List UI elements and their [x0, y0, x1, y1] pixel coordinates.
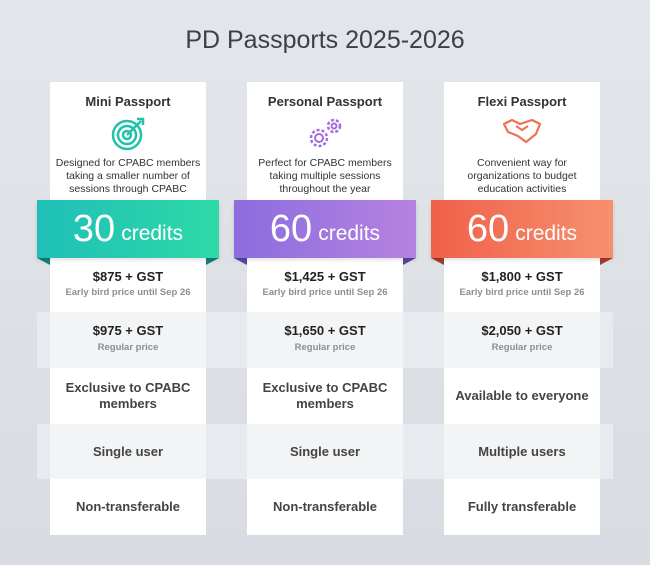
credits-number: 60: [466, 207, 510, 250]
regular-note: Regular price: [491, 342, 553, 353]
regular-price: $2,050 + GST: [481, 323, 563, 338]
plan-icon: [305, 116, 345, 152]
early-note: Early bird price until Sep 26: [65, 287, 191, 298]
card-row-shade: [50, 424, 206, 479]
credits-number: 30: [72, 207, 116, 250]
early-price: $1,425 + GST: [284, 269, 366, 284]
card-row-shade: [50, 312, 206, 368]
users: Single user: [92, 443, 164, 459]
plan-name: Mini Passport: [85, 94, 171, 109]
card-row-shade: [444, 312, 600, 368]
eligibility: Exclusive to CPABC members: [65, 380, 191, 411]
plan-name: Personal Passport: [267, 94, 383, 109]
plan-description: Convenient way for organizations to budg…: [467, 157, 577, 195]
users: Multiple users: [478, 443, 566, 459]
transferability: Fully transferable: [467, 499, 577, 514]
plan-description: Designed for CPABC members taking a smal…: [55, 157, 201, 195]
credits-unit: credits: [121, 222, 184, 245]
early-note: Early bird price until Sep 26: [262, 287, 388, 298]
early-price: $1,800 + GST: [481, 269, 563, 284]
credits-number: 60: [269, 207, 313, 250]
credits-ribbon: 60 credits: [431, 200, 613, 258]
regular-note: Regular price: [294, 342, 356, 353]
plan-name: Flexi Passport: [477, 94, 567, 109]
card-row-shade: [247, 312, 403, 368]
early-note: Early bird price until Sep 26: [459, 287, 585, 298]
transferability: Non-transferable: [272, 499, 378, 514]
users: Single user: [289, 443, 361, 459]
regular-note: Regular price: [97, 342, 159, 353]
regular-price: $975 + GST: [92, 323, 164, 338]
eligibility: Exclusive to CPABC members: [262, 380, 388, 411]
credits-unit: credits: [318, 222, 381, 245]
page-title: PD Passports 2025-2026: [185, 26, 465, 54]
credits-unit: credits: [515, 222, 578, 245]
ribbon-fold: [37, 258, 219, 265]
transferability: Non-transferable: [75, 499, 181, 514]
regular-price: $1,650 + GST: [284, 323, 366, 338]
ribbon-fold: [234, 258, 416, 265]
card-row-shade: [444, 424, 600, 479]
plan-icon: [108, 116, 148, 152]
eligibility: Available to everyone: [455, 388, 589, 403]
plan-icon: [502, 116, 542, 152]
plan-description: Perfect for CPABC members taking multipl…: [258, 157, 392, 195]
card-row-shade: [247, 424, 403, 479]
credits-ribbon: 30 credits: [37, 200, 219, 258]
credits-ribbon: 60 credits: [234, 200, 416, 258]
ribbon-fold: [431, 258, 613, 265]
early-price: $875 + GST: [92, 269, 164, 284]
